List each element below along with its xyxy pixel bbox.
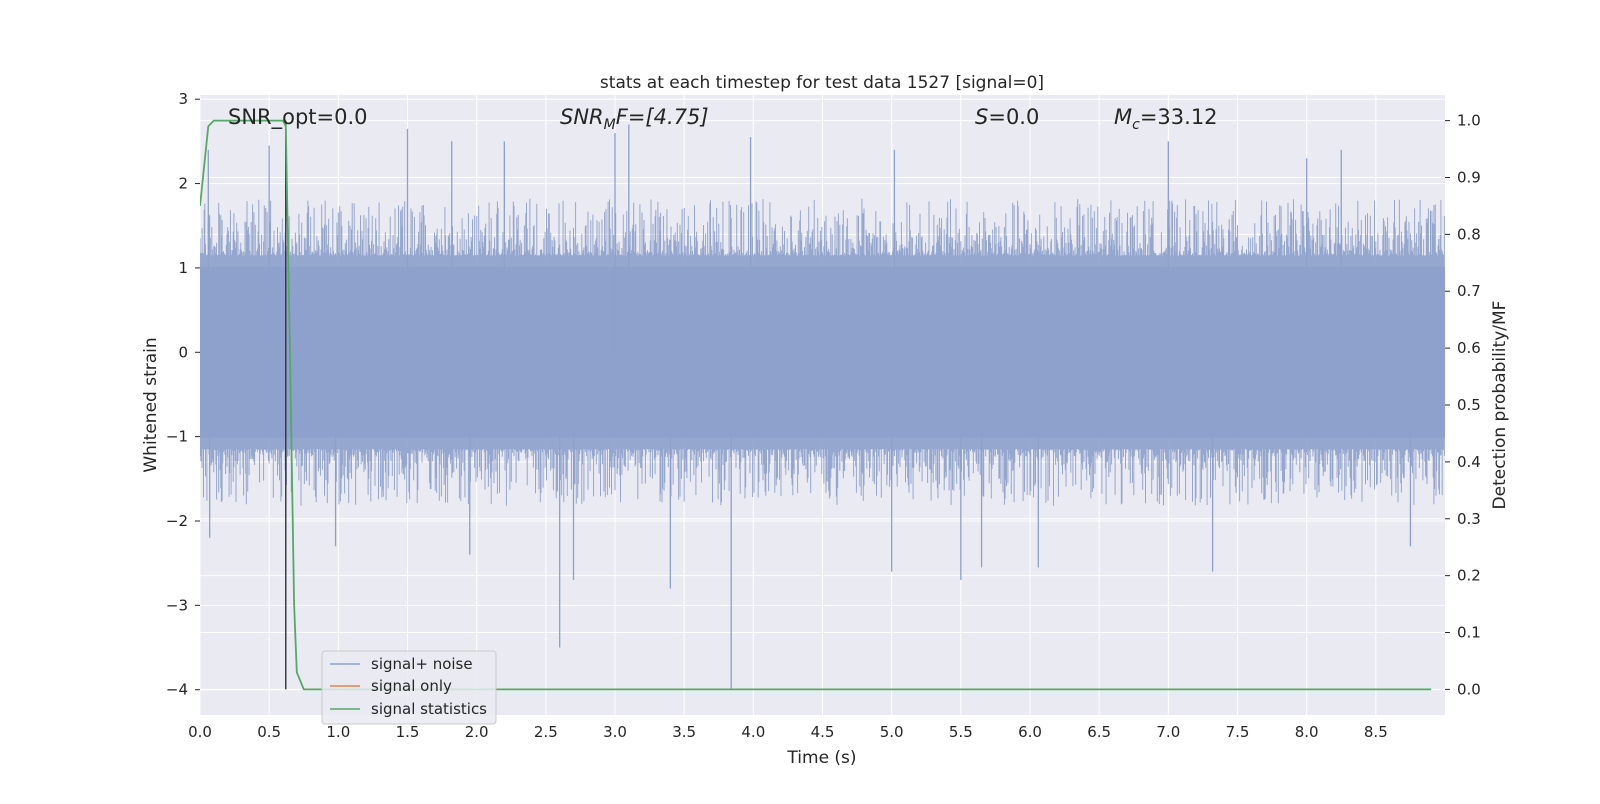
y-tick-label-right: 0.3 [1457,510,1481,528]
x-tick-label: 5.5 [949,723,973,741]
x-tick-label: 4.0 [741,723,765,741]
x-tick-label: 6.5 [1087,723,1111,741]
y-tick-label-left: −1 [166,428,188,446]
annotation-mc: Mc=33.12 [1114,105,1218,133]
x-tick-label: 7.5 [1226,723,1250,741]
legend-box [321,650,497,725]
annotation-s: S=0.0 [975,105,1039,129]
x-tick-label: 0.0 [188,723,212,741]
x-tick-label: 3.5 [672,723,696,741]
y-tick-label-left: 3 [178,90,188,108]
y-tick-label-right: 0.7 [1457,282,1481,300]
y-tick-label-right: 0.1 [1457,624,1481,642]
y-tick-label-right: 0.2 [1457,567,1481,585]
x-tick-label: 3.0 [603,723,627,741]
x-tick-label: 8.0 [1295,723,1319,741]
annotation-mc-sub: c [1132,117,1140,133]
y-tick-label-left: −2 [166,512,188,530]
statistics-line [200,119,1432,691]
x-tick-label: 2.5 [534,723,558,741]
y-tick-label-left: 2 [178,175,188,193]
legend-label-signal-only: signal only [371,677,452,695]
annotation-snr-mf-base: SNR [560,105,604,129]
annotation-snr-mf: SNRMF=[4.75] [560,105,709,133]
annotation-s-label: S [975,105,988,129]
x-tick-label: 5.0 [880,723,904,741]
x-tick-label: 6.0 [1018,723,1042,741]
tick-layer: 0.0 0.5 1.0 1.5 2.0 2.5 3.0 3.5 4.0 4.5 5.0 5.5 6.0 6… [166,90,1481,741]
x-axis-label: Time (s) [786,748,856,768]
x-tick-label: 7.0 [1156,723,1180,741]
y-tick-label-right: 1.0 [1457,112,1481,130]
y-tick-label-right: 0.6 [1457,339,1481,357]
x-tick-label: 1.0 [326,723,350,741]
legend-label-noise: signal+ noise [371,655,473,673]
x-tick-label: 1.5 [396,723,420,741]
statistics-series [200,119,1432,691]
y-axis-label-right: Detection probability/MF [1490,301,1510,510]
annotation-s-value: =0.0 [988,105,1039,129]
y-tick-label-right: 0.5 [1457,396,1481,414]
y-axis-label-left: Whitened strain [141,337,161,472]
annotation-mc-base: M [1114,105,1132,129]
x-tick-label: 8.5 [1364,723,1388,741]
y-tick-label-right: 0.8 [1457,225,1481,243]
annotation-snr-mf-sub: M [604,117,616,133]
legend: signal+ noise signal only signal statist… [321,650,497,725]
x-tick-label: 2.0 [465,723,489,741]
x-tick-label: 4.5 [811,723,835,741]
legend-label-statistics: signal statistics [371,700,487,718]
y-tick-label-left: 0 [178,343,188,361]
y-tick-label-right: 0.4 [1457,453,1481,471]
y-tick-label-left: −3 [166,596,188,614]
x-tick-label: 0.5 [257,723,281,741]
y-tick-label-left: −4 [166,681,188,699]
annotation-snr-mf-rest: F=[4.75] [616,105,709,129]
y-tick-label-right: 0.0 [1457,680,1481,698]
annotation-snr-opt: SNR_opt=0.0 [228,105,368,130]
y-tick-label-left: 1 [178,259,188,277]
chart-title: stats at each timestep for test data 152… [600,73,1044,93]
y-tick-label-right: 0.9 [1457,168,1481,186]
noise-series [200,124,1445,690]
annotation-mc-value: =33.12 [1140,105,1218,129]
